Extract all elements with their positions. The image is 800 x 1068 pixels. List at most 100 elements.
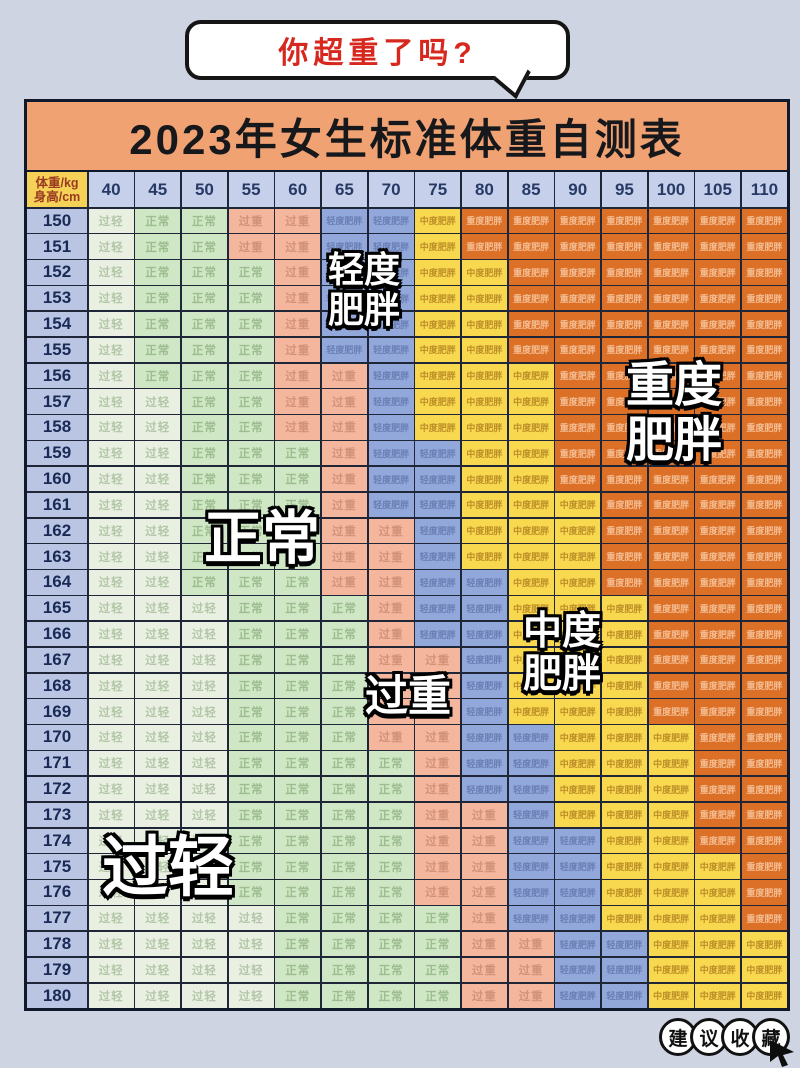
bmi-cell: 正常 [181, 466, 227, 492]
bmi-cell: 正常 [321, 828, 367, 853]
bmi-cell: 中度肥胖 [508, 415, 554, 440]
bmi-cell: 过轻 [181, 983, 227, 1008]
bmi-cell: 中度肥胖 [648, 880, 694, 905]
bmi-cell: 过轻 [88, 725, 134, 750]
bmi-cell: 重度肥胖 [601, 363, 647, 388]
weight-header-cell: 70 [368, 172, 414, 207]
bmi-cell: 过轻 [88, 673, 134, 698]
bmi-cell: 过轻 [88, 880, 134, 905]
bmi-cell: 重度肥胖 [461, 234, 507, 259]
height-header-cell: 154 [27, 311, 87, 337]
bmi-cell: 中度肥胖 [555, 647, 601, 673]
bmi-cell: 重度肥胖 [648, 260, 694, 285]
bmi-cell: 重度肥胖 [741, 208, 787, 233]
bmi-cell: 轻度肥胖 [508, 776, 554, 802]
bmi-cell: 正常 [275, 880, 321, 905]
bmi-cell: 重度肥胖 [741, 802, 787, 828]
bmi-cell: 重度肥胖 [508, 311, 554, 337]
bmi-cell: 过轻 [135, 699, 181, 724]
bmi-cell: 过轻 [228, 983, 274, 1008]
bmi-cell: 重度肥胖 [648, 286, 694, 311]
height-header-cell: 150 [27, 208, 87, 233]
bmi-cell: 正常 [321, 802, 367, 828]
bmi-cell: 中度肥胖 [648, 725, 694, 750]
bmi-cell: 过轻 [88, 466, 134, 492]
bmi-cell: 中度肥胖 [415, 415, 461, 440]
bmi-cell: 轻度肥胖 [368, 363, 414, 388]
bmi-cell: 正常 [275, 957, 321, 983]
bmi-cell: 正常 [368, 751, 414, 776]
table-grid: 体重/kg 身高/cm 40 45 50 55 60 65 70 75 80 85 90 95 100 105… [27, 172, 787, 1008]
bmi-cell: 过轻 [135, 725, 181, 750]
weight-header-cell: 110 [741, 172, 787, 207]
bmi-cell: 过轻 [88, 389, 134, 414]
bmi-cell: 过重 [321, 570, 367, 595]
bmi-cell: 过轻 [88, 363, 134, 388]
height-header-cell: 164 [27, 570, 87, 595]
bmi-cell: 中度肥胖 [648, 983, 694, 1008]
bmi-cell: 正常 [181, 234, 227, 259]
bmi-cell: 正常 [368, 957, 414, 983]
bmi-cell: 重度肥胖 [741, 776, 787, 802]
bmi-cell: 过重 [461, 854, 507, 879]
bmi-cell: 过轻 [88, 699, 134, 724]
bmi-cell: 过轻 [88, 208, 134, 233]
bmi-cell: 重度肥胖 [648, 415, 694, 440]
bmi-cell: 中度肥胖 [601, 647, 647, 673]
overlay-label-overweight: 过重 [365, 673, 451, 721]
bmi-cell: 重度肥胖 [555, 208, 601, 233]
bmi-cell: 重度肥胖 [601, 570, 647, 595]
bmi-cell: 重度肥胖 [695, 776, 741, 802]
bmi-cell: 正常 [368, 880, 414, 905]
bmi-cell: 正常 [135, 337, 181, 363]
bmi-cell: 正常 [368, 931, 414, 957]
bmi-cell: 正常 [228, 828, 274, 853]
bmi-cell: 重度肥胖 [601, 441, 647, 466]
bmi-cell: 过轻 [88, 776, 134, 802]
bmi-cell: 过轻 [228, 931, 274, 957]
bmi-cell: 正常 [368, 776, 414, 802]
bmi-cell: 中度肥胖 [741, 983, 787, 1008]
bmi-cell: 中度肥胖 [601, 776, 647, 802]
bmi-cell: 重度肥胖 [648, 596, 694, 621]
bmi-cell: 重度肥胖 [601, 544, 647, 569]
bmi-cell: 轻度肥胖 [508, 880, 554, 905]
bmi-cell: 中度肥胖 [695, 906, 741, 931]
bmi-cell: 重度肥胖 [695, 234, 741, 259]
bmi-cell: 正常 [181, 208, 227, 233]
height-header-cell: 170 [27, 725, 87, 750]
bmi-cell: 中度肥胖 [648, 776, 694, 802]
bmi-cell: 正常 [275, 544, 321, 569]
bmi-cell: 过轻 [135, 441, 181, 466]
bmi-cell: 重度肥胖 [601, 286, 647, 311]
height-header-cell: 169 [27, 699, 87, 724]
bmi-cell: 过轻 [88, 518, 134, 543]
weight-header-cell: 65 [321, 172, 367, 207]
bmi-cell: 过重 [321, 441, 367, 466]
bmi-cell: 正常 [228, 337, 274, 363]
bmi-cell: 中度肥胖 [695, 931, 741, 957]
bmi-cell: 过重 [461, 828, 507, 853]
bmi-cell: 过轻 [88, 854, 134, 879]
bmi-cell: 轻度肥胖 [321, 260, 367, 285]
bmi-cell: 轻度肥胖 [321, 311, 367, 337]
bmi-cell: 过重 [415, 854, 461, 879]
bmi-cell: 重度肥胖 [741, 311, 787, 337]
bmi-cell: 正常 [275, 647, 321, 673]
weight-header-cell: 45 [135, 172, 181, 207]
bmi-cell: 中度肥胖 [741, 957, 787, 983]
weight-header-cell: 80 [461, 172, 507, 207]
bmi-cell: 重度肥胖 [601, 415, 647, 440]
bmi-cell: 中度肥胖 [555, 673, 601, 698]
bmi-cell: 轻度肥胖 [415, 596, 461, 621]
bmi-cell: 过轻 [88, 828, 134, 853]
bmi-cell: 正常 [275, 854, 321, 879]
bmi-cell: 正常 [275, 699, 321, 724]
bmi-cell: 中度肥胖 [648, 957, 694, 983]
bmi-cell: 轻度肥胖 [461, 699, 507, 724]
bmi-cell: 轻度肥胖 [321, 234, 367, 259]
bmi-cell: 过重 [461, 880, 507, 905]
bmi-cell: 轻度肥胖 [508, 802, 554, 828]
bmi-cell: 过重 [368, 647, 414, 673]
bmi-cell: 重度肥胖 [695, 441, 741, 466]
